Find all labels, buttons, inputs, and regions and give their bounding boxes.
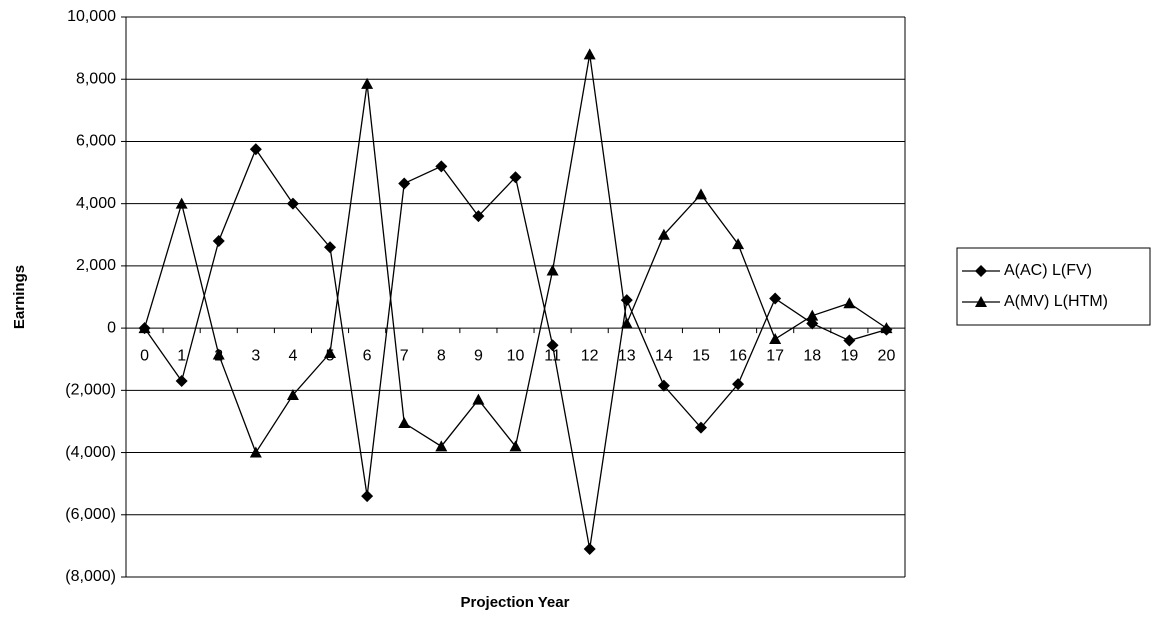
x-tick-label: 17 xyxy=(766,347,784,364)
x-tick-label: 11 xyxy=(544,347,561,364)
x-tick-label: 8 xyxy=(437,347,446,364)
data-point xyxy=(657,228,670,240)
y-tick-label: (2,000) xyxy=(65,382,116,399)
y-tick-label: (6,000) xyxy=(65,506,116,523)
data-point xyxy=(286,389,299,400)
x-tick-label: 16 xyxy=(729,347,747,364)
data-point xyxy=(657,379,670,392)
data-point xyxy=(249,143,262,156)
y-tick-label: 10,000 xyxy=(67,8,116,25)
data-point xyxy=(361,490,374,503)
x-tick-label: 7 xyxy=(400,347,409,364)
x-tick-label: 9 xyxy=(474,347,483,364)
data-point xyxy=(732,378,745,391)
data-point xyxy=(435,440,448,452)
data-point xyxy=(324,347,337,358)
data-point xyxy=(286,197,299,210)
x-tick-label: 4 xyxy=(288,347,297,364)
data-point xyxy=(620,317,633,329)
data-point xyxy=(806,309,819,321)
y-tick-label: 0 xyxy=(107,319,116,336)
y-axis-title: Earnings xyxy=(11,265,28,329)
x-axis-title: Projection Year xyxy=(461,594,570,611)
data-point xyxy=(249,446,262,458)
y-tick-label: 6,000 xyxy=(76,133,116,150)
series-line xyxy=(143,54,887,454)
data-point xyxy=(843,334,856,347)
data-point xyxy=(769,333,782,344)
data-point xyxy=(583,48,596,60)
data-point xyxy=(509,171,522,184)
y-tick-label: 2,000 xyxy=(76,257,116,274)
data-point xyxy=(138,322,151,334)
x-tick-label: 13 xyxy=(618,347,636,364)
data-point xyxy=(435,160,448,173)
data-point xyxy=(546,264,559,276)
data-point xyxy=(472,393,485,405)
x-tick-label: 1 xyxy=(177,347,186,364)
data-point xyxy=(324,241,337,254)
data-point xyxy=(732,238,745,250)
legend-marker xyxy=(975,265,987,277)
data-point xyxy=(398,417,411,428)
data-point xyxy=(694,188,707,200)
y-tick-label: (8,000) xyxy=(65,568,116,585)
x-tick-label: 6 xyxy=(363,347,372,364)
legend-marker xyxy=(975,296,987,307)
legend-label: A(AC) L(FV) xyxy=(1004,262,1092,279)
data-point xyxy=(361,77,374,89)
data-point xyxy=(472,210,485,223)
x-tick-label: 20 xyxy=(878,347,896,364)
x-tick-label: 19 xyxy=(840,347,858,364)
data-point xyxy=(546,339,559,352)
x-tick-label: 10 xyxy=(507,347,525,364)
x-tick-label: 14 xyxy=(655,347,673,364)
data-point xyxy=(175,197,188,209)
data-point xyxy=(843,297,856,309)
data-point xyxy=(509,440,522,452)
data-point xyxy=(398,177,411,190)
x-tick-label: 18 xyxy=(803,347,821,364)
x-tick-label: 3 xyxy=(251,347,260,364)
x-tick-label: 12 xyxy=(581,347,599,364)
data-point xyxy=(583,543,596,555)
y-tick-label: (4,000) xyxy=(65,444,116,461)
data-point xyxy=(769,292,782,305)
data-point xyxy=(880,322,893,334)
x-tick-label: 15 xyxy=(692,347,710,364)
y-tick-label: 8,000 xyxy=(76,70,116,87)
x-tick-label: 0 xyxy=(140,347,149,364)
data-point xyxy=(212,348,225,360)
data-point xyxy=(212,235,225,247)
legend-label: A(MV) L(HTM) xyxy=(1004,293,1108,310)
y-tick-label: 4,000 xyxy=(76,195,116,212)
legend-box xyxy=(956,247,1151,326)
data-point xyxy=(694,421,707,434)
data-point xyxy=(175,375,188,387)
